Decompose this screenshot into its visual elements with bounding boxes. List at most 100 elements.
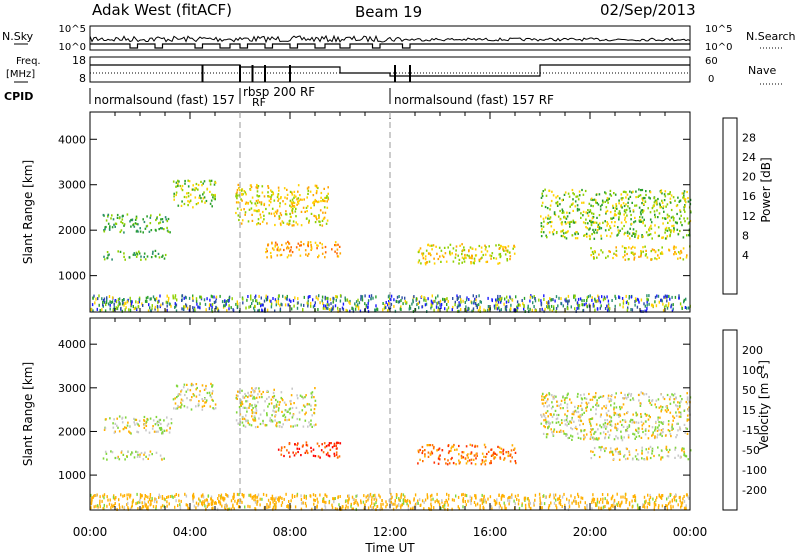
echo-cell-6	[654, 213, 656, 216]
ground-scatter-cell	[475, 295, 478, 299]
ground-scatter-cell	[151, 498, 153, 502]
echo-cell-4	[296, 447, 299, 450]
echo-cell-0	[134, 222, 137, 225]
ground-scatter-cell	[555, 295, 558, 299]
echo-cell-2	[173, 198, 175, 201]
echo-cell-0	[160, 428, 163, 431]
ground-scatter-cell	[150, 499, 152, 503]
ground-scatter-cell	[129, 507, 132, 511]
ground-scatter-cell	[619, 504, 621, 508]
ground-scatter-cell	[321, 295, 324, 299]
ground-scatter-cell	[313, 498, 315, 502]
ground-scatter-cell	[649, 493, 651, 497]
echo-cell-7	[613, 252, 615, 255]
ground-scatter-cell	[262, 492, 265, 496]
echo-cell-6	[624, 211, 627, 214]
ground-scatter-cell	[571, 501, 573, 505]
ground-scatter-cell	[434, 500, 436, 504]
echo-cell-6	[580, 415, 582, 418]
echo-cell-6	[587, 214, 590, 217]
ground-scatter-cell	[90, 500, 93, 504]
echo-cell-7	[679, 256, 682, 260]
echo-cell-3	[310, 423, 312, 426]
ground-scatter-cell	[115, 496, 117, 499]
echo-cell-6	[627, 434, 630, 437]
ground-scatter-cell	[341, 505, 344, 509]
ground-scatter-cell	[504, 297, 506, 301]
echo-cell-6	[686, 190, 688, 194]
echo-cell-5	[506, 258, 508, 261]
echo-cell-4	[324, 446, 326, 449]
ground-scatter-cell	[634, 303, 636, 307]
colorbar-tick-0: 28	[742, 132, 756, 145]
ground-scatter-cell	[646, 505, 648, 509]
echo-cell-5	[426, 261, 428, 264]
ground-scatter-cell	[523, 307, 525, 311]
freq-traces	[90, 64, 690, 82]
echo-cell-6	[668, 215, 670, 218]
echo-cell-0	[150, 229, 153, 232]
echo-cell-6	[579, 416, 581, 419]
ground-scatter-cell	[480, 300, 482, 304]
echo-cell-6	[613, 406, 615, 409]
echo-cell-0	[156, 216, 158, 219]
echo-cell-6	[544, 419, 547, 422]
echo-cell-6	[573, 221, 576, 224]
ground-scatter-cell	[224, 506, 226, 510]
echo-cell-3	[286, 188, 288, 191]
ground-scatter-cell	[211, 309, 214, 313]
echo-cell-2	[179, 393, 182, 396]
ground-scatter-cell	[507, 299, 509, 303]
echo-cell-3	[278, 403, 281, 406]
ground-scatter-cell	[266, 295, 269, 299]
ground-scatter-cell	[460, 308, 462, 311]
ground-scatter-cell	[174, 304, 177, 308]
echo-cell-6	[607, 397, 609, 400]
ground-scatter-cell	[612, 504, 614, 508]
echo-cell-0	[166, 429, 168, 432]
echo-cell-6	[617, 229, 620, 232]
echo-cell-1	[122, 453, 125, 456]
echo-cell-6	[686, 392, 688, 395]
echo-cell-6	[674, 199, 676, 202]
ground-scatter-cell	[249, 304, 252, 308]
echo-cell-6	[621, 227, 624, 230]
echo-cell-5	[469, 452, 472, 455]
ground-scatter-cell	[494, 500, 497, 504]
echo-cell-6	[595, 201, 597, 204]
echo-cell-7	[661, 252, 664, 255]
ground-scatter-cell	[216, 507, 219, 511]
echo-cell-5	[424, 255, 427, 258]
ground-scatter-cell	[126, 493, 128, 497]
echo-cell-7	[626, 457, 629, 460]
echo-cell-3	[275, 410, 277, 413]
echo-cell-3	[241, 193, 243, 196]
ground-scatter-cell	[555, 498, 557, 502]
echo-cell-1	[123, 252, 125, 255]
echo-cell-6	[660, 429, 663, 432]
nave-tick-bottom: 0	[708, 74, 714, 85]
ground-scatter-cell	[645, 499, 647, 503]
echo-cell-7	[621, 245, 624, 248]
ground-scatter-cell	[525, 506, 527, 510]
echo-cell-6	[652, 433, 654, 436]
ground-scatter-cell	[426, 493, 428, 497]
echo-cell-7	[658, 256, 660, 259]
echo-cell-6	[589, 398, 592, 401]
ground-scatter-cell	[546, 301, 548, 305]
ground-scatter-cell	[112, 505, 114, 509]
ground-scatter-cell	[185, 304, 188, 308]
ground-scatter-cell	[139, 500, 141, 504]
echo-cell-4	[335, 453, 338, 456]
ground-scatter-cell	[367, 301, 369, 305]
ground-scatter-cell	[220, 493, 223, 497]
echo-cell-5	[473, 259, 476, 262]
echo-cell-6	[638, 399, 640, 402]
ground-scatter-cell	[543, 502, 546, 506]
echo-cell-6	[583, 393, 585, 396]
ground-scatter-cell	[683, 506, 686, 510]
echo-cell-7	[615, 246, 617, 249]
echo-cell-4	[277, 246, 279, 249]
echo-cell-5	[478, 260, 481, 263]
echo-cell-6	[561, 230, 564, 233]
